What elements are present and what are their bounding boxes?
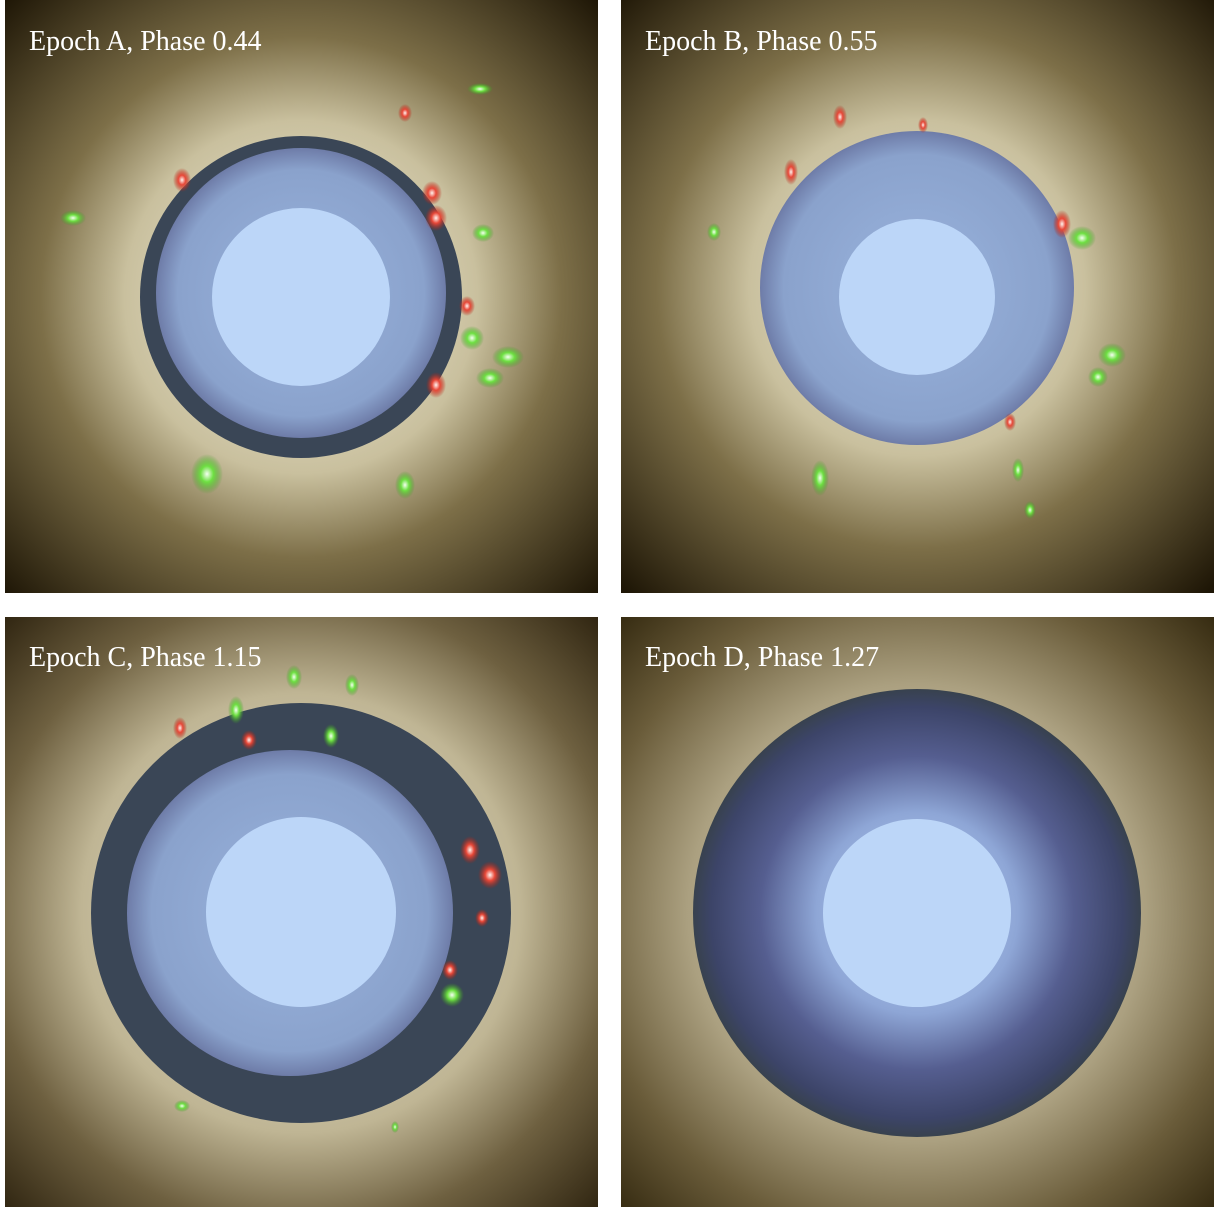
core: [212, 208, 390, 386]
panel: Epoch C, Phase 1.15: [5, 617, 598, 1207]
clump: [228, 696, 244, 724]
clump: [425, 205, 447, 231]
clumps: [173, 665, 502, 1133]
clump: [426, 372, 446, 398]
clump: [442, 960, 458, 980]
clump: [476, 368, 504, 388]
clump: [1053, 210, 1071, 238]
clump: [460, 326, 484, 350]
clump: [707, 223, 721, 241]
clump: [422, 181, 442, 205]
clump: [811, 460, 829, 496]
clump: [191, 454, 223, 494]
clump: [1098, 343, 1126, 367]
clump: [323, 724, 339, 748]
clump: [1004, 413, 1016, 431]
panel: Epoch A, Phase 0.44: [5, 0, 598, 593]
panel-label: Epoch C, Phase 1.15: [29, 642, 262, 673]
clump: [60, 210, 86, 226]
clump: [475, 909, 489, 927]
panel-label: Epoch A, Phase 0.44: [29, 26, 262, 57]
panel-label: Epoch D, Phase 1.27: [645, 642, 879, 673]
panel: Epoch D, Phase 1.27: [621, 617, 1214, 1207]
clump: [174, 1100, 190, 1112]
clump: [1012, 458, 1024, 482]
panel-label: Epoch B, Phase 0.55: [645, 26, 878, 57]
clump: [1024, 501, 1036, 519]
clump: [286, 665, 302, 689]
clump: [398, 104, 412, 122]
clump: [492, 346, 524, 368]
clump: [833, 105, 847, 129]
clump: [173, 717, 187, 739]
clumps: [60, 83, 524, 499]
clump: [391, 1121, 399, 1133]
clump: [345, 674, 359, 696]
core: [823, 819, 1011, 1007]
clump: [395, 471, 415, 499]
clump: [472, 224, 494, 242]
clump: [478, 861, 502, 889]
clump: [241, 730, 257, 750]
clump: [467, 83, 493, 95]
clump: [440, 983, 464, 1007]
clumps: [707, 105, 1126, 519]
clump: [173, 168, 191, 192]
core: [206, 817, 396, 1007]
clump: [459, 296, 475, 316]
clump: [460, 836, 480, 864]
core: [839, 219, 995, 375]
clump: [1068, 226, 1096, 250]
clump: [918, 117, 928, 133]
clump: [784, 159, 798, 185]
panel: Epoch B, Phase 0.55: [621, 0, 1214, 593]
clump: [1088, 367, 1108, 387]
